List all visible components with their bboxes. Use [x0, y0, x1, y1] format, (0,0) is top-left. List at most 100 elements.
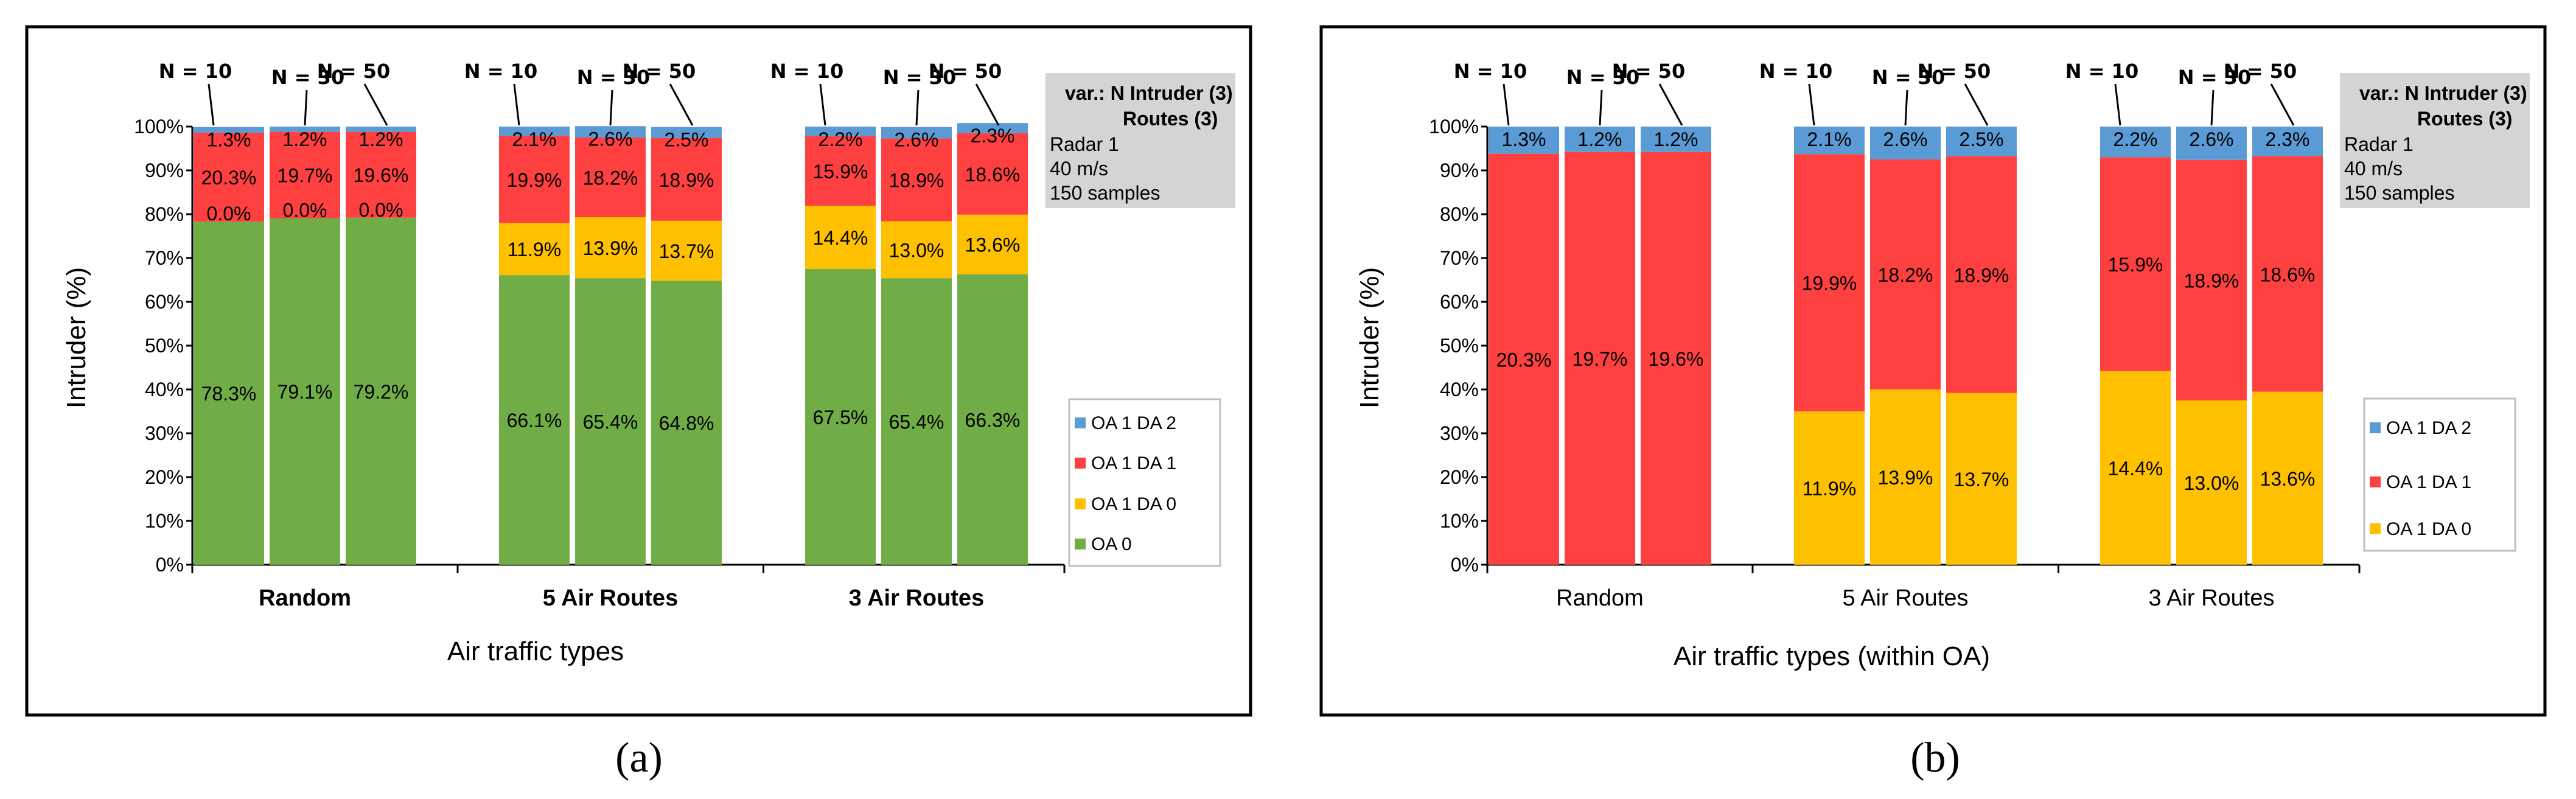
- bar-data-label: 13.9%: [583, 237, 638, 259]
- panel-b-info-line-3: Radar 1: [2344, 133, 2414, 155]
- panel-b-info-line-2: Routes (3): [2417, 108, 2512, 130]
- y-tick-label: 0%: [1451, 554, 1479, 576]
- bar-data-label: 1.2%: [1654, 128, 1698, 150]
- bar-segment-oa-1-da-2: [194, 127, 264, 133]
- category-label: 3 Air Routes: [849, 585, 984, 611]
- bar-data-label: 19.7%: [1572, 348, 1628, 370]
- bar-segment-oa-1-da-2: [499, 127, 570, 136]
- n-label: N = 10: [1454, 60, 1527, 83]
- n-label: N = 50: [623, 60, 696, 83]
- bar-data-label: 13.6%: [965, 234, 1021, 256]
- bar-data-label: 0.0%: [359, 199, 403, 221]
- bar-segment-oa-1-da-2: [2100, 127, 2171, 158]
- bar-data-label: 2.6%: [588, 128, 633, 150]
- legend-b-label-oa1-da1: OA 1 DA 1: [2386, 472, 2471, 492]
- n-label-leader: [1808, 83, 1815, 126]
- bar-segment-oa-1-da-1: [1870, 159, 1941, 389]
- panel-b-legend-frame: [2363, 397, 2516, 552]
- bar-data-label: 13.7%: [1954, 469, 2009, 490]
- bar-data-label: 15.9%: [2108, 254, 2163, 276]
- bar-segment-oa-0: [957, 274, 1028, 565]
- bar-segment-oa-0: [499, 275, 570, 565]
- bar-segment-oa-1-da-2: [2252, 127, 2323, 156]
- bar-segment-oa-1-da-1: [651, 138, 722, 221]
- bar-data-label: 0.0%: [207, 203, 251, 225]
- bar-data-label: 14.4%: [2108, 458, 2163, 480]
- bar-data-label: 2.1%: [1807, 128, 1852, 150]
- n-label-leader: [208, 83, 215, 126]
- bar-segment-oa-1-da-1: [194, 133, 264, 222]
- legend-label-oa1-da0: OA 1 DA 0: [1091, 494, 1176, 514]
- panel-a: 0% 10% 20% 30% 40% 50% 60% 70% 80% 90% 100% 78.3% 0…: [25, 25, 1252, 717]
- bar-data-label: 19.6%: [1649, 348, 1704, 370]
- n-label: N = 50: [2224, 60, 2297, 83]
- panel-b: 0% 10% 20% 30% 40% 50% 60% 70% 80% 90% 100% 20.3% 1…: [1319, 25, 2547, 717]
- bar-data-label: 18.6%: [965, 164, 1021, 186]
- bar-data-label: 2.5%: [1960, 128, 2004, 150]
- bar-data-label: 18.9%: [2184, 270, 2239, 291]
- caption-a: (a): [615, 734, 663, 781]
- y-tick-label: 70%: [1440, 247, 1479, 269]
- n-label-leader: [304, 89, 308, 126]
- legend-label-oa1-da1: OA 1 DA 1: [1091, 453, 1176, 473]
- panel-a-bar-labels: 78.3% 0.0% 20.3% 1.3% 79.1% 0.0% 19.7% 1.2% 79.2…: [201, 125, 1021, 434]
- y-tick-label: 80%: [1440, 203, 1479, 225]
- bar-segment-oa-1-da-1: [2100, 157, 2171, 371]
- bar-data-label: 2.1%: [512, 128, 557, 150]
- legend-b-swatch-oa1-da1: [2370, 476, 2381, 487]
- n-label-leader: [2210, 89, 2215, 126]
- bar-segment-oa-1-da-2: [346, 127, 416, 132]
- bar-data-label: 1.3%: [1502, 128, 1546, 150]
- bar-segment-oa-1-da-0: [1946, 393, 2017, 565]
- legend-swatch-oa0: [1075, 539, 1086, 550]
- n-label-leader: [2270, 83, 2295, 126]
- bar-data-label: 2.2%: [2114, 128, 2158, 150]
- y-tick-label: 0%: [156, 554, 184, 576]
- bar-segment-oa-1-da-0: [651, 220, 722, 281]
- panel-b-info-line-4: 40 m/s: [2344, 158, 2403, 180]
- n-label-leader: [1904, 89, 1908, 126]
- y-tick-label: 100%: [1429, 116, 1479, 138]
- bar-segment-oa-0: [805, 269, 876, 565]
- bar-segment-oa-1-da-2: [957, 123, 1028, 133]
- n-label: N = 30: [883, 66, 956, 89]
- bar-data-label: 79.2%: [354, 381, 409, 403]
- n-label: N = 30: [1566, 66, 1639, 89]
- bar-data-label: 2.6%: [2190, 128, 2234, 150]
- panel-a-legend-frame: [1068, 398, 1221, 567]
- n-label: N = 10: [1759, 60, 1832, 83]
- bar-data-label: 19.6%: [354, 164, 409, 186]
- bar-data-label: 18.9%: [659, 169, 714, 191]
- bar-segment-oa-1-da-2: [2176, 127, 2247, 160]
- n-label-leader: [669, 83, 694, 126]
- n-label-leader: [975, 83, 1000, 126]
- bar-data-label: 20.3%: [201, 167, 257, 189]
- category-label: 5 Air Routes: [543, 585, 678, 611]
- panel-a-info-box: var.: N Intruder (3) Routes (3) Radar 1 …: [1045, 73, 1235, 208]
- bar-data-label: 11.9%: [508, 239, 561, 260]
- panel-a-y-axis-title: Intruder (%): [61, 267, 91, 408]
- panel-b-info-line-1: var.: N Intruder (3): [2359, 82, 2527, 104]
- bar-segment-oa-1-da-0: [1870, 389, 1941, 565]
- legend-b-swatch-oa1-da0: [2370, 523, 2381, 534]
- panel-b-info-box-bg: [2340, 73, 2530, 208]
- bar-data-label: 19.7%: [277, 165, 333, 187]
- panel-a-info-box-bg: [1045, 73, 1235, 208]
- bar-segment-oa-1-da-1: [2252, 156, 2323, 392]
- category-label: Random: [1556, 585, 1644, 611]
- panel-a-info-line-5: 150 samples: [1050, 182, 1160, 204]
- panel-b-y-axis-title: Intruder (%): [1355, 267, 1384, 408]
- bar-data-label: 2.5%: [665, 129, 709, 151]
- bar-data-label: 2.6%: [1883, 128, 1928, 150]
- n-label-leader: [1964, 83, 1989, 126]
- bar-data-label: 0.0%: [283, 199, 327, 221]
- bar-segment-oa-1-da-1: [2176, 159, 2247, 400]
- bar-segment-oa-1-da-1: [346, 131, 416, 218]
- panel-b-n-labels: N = 10 N = 30N = 50 N = 10 N = 30N = 50 N = …: [1454, 60, 2297, 126]
- bar-segment-oa-1-da-1: [881, 138, 952, 222]
- bar-data-label: 13.0%: [2184, 472, 2239, 494]
- bar-data-label: 2.3%: [2266, 128, 2310, 150]
- y-tick-label: 60%: [145, 291, 184, 313]
- bar-segment-oa-1-da-0: [575, 217, 646, 279]
- y-tick-label: 20%: [145, 466, 184, 488]
